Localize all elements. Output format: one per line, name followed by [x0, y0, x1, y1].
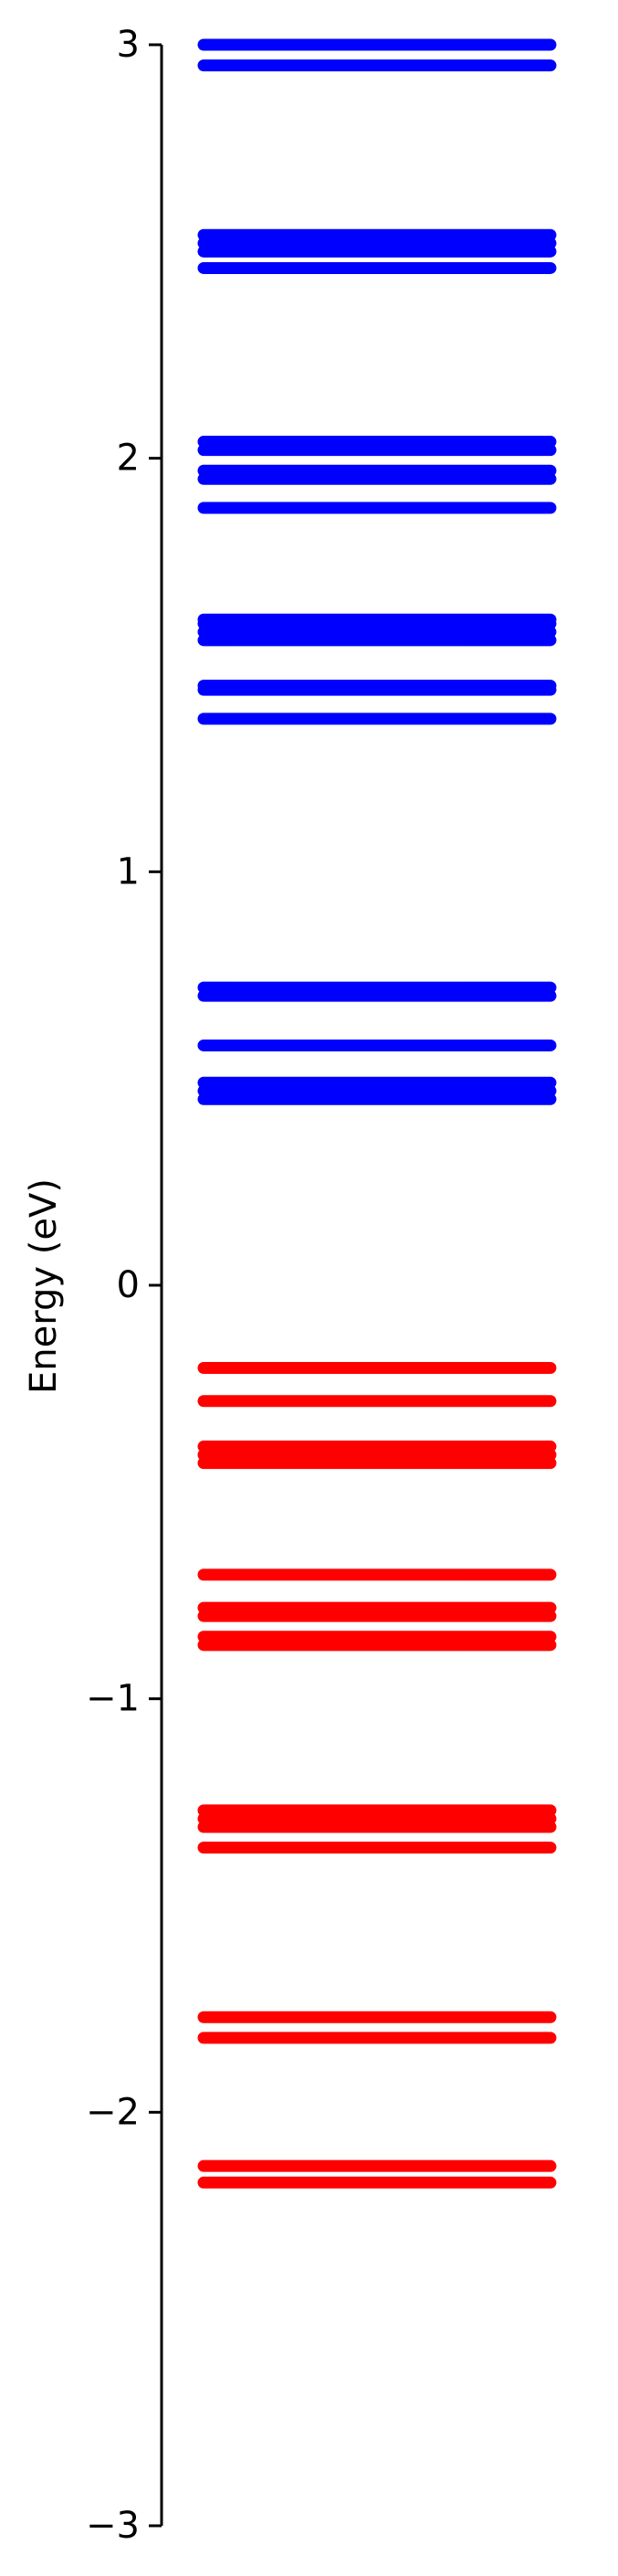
y-tick-label: 3: [117, 24, 140, 66]
y-tick-label: 2: [117, 438, 140, 480]
y-tick-label: 0: [117, 1264, 140, 1306]
level-series-0: [197, 38, 557, 1105]
energy-levels: [197, 38, 557, 2189]
y-tick-label: −2: [86, 2091, 140, 2133]
y-axis-title: Energy (eV): [23, 1178, 65, 1394]
y-tick-label: −3: [86, 2505, 140, 2547]
y-tick-label: −1: [86, 1678, 140, 1720]
y-axis-ticks: −3 −2 −1 0 1 2 3: [86, 24, 162, 2547]
level-series-1: [197, 1362, 557, 2189]
y-tick-label: 1: [117, 850, 140, 892]
